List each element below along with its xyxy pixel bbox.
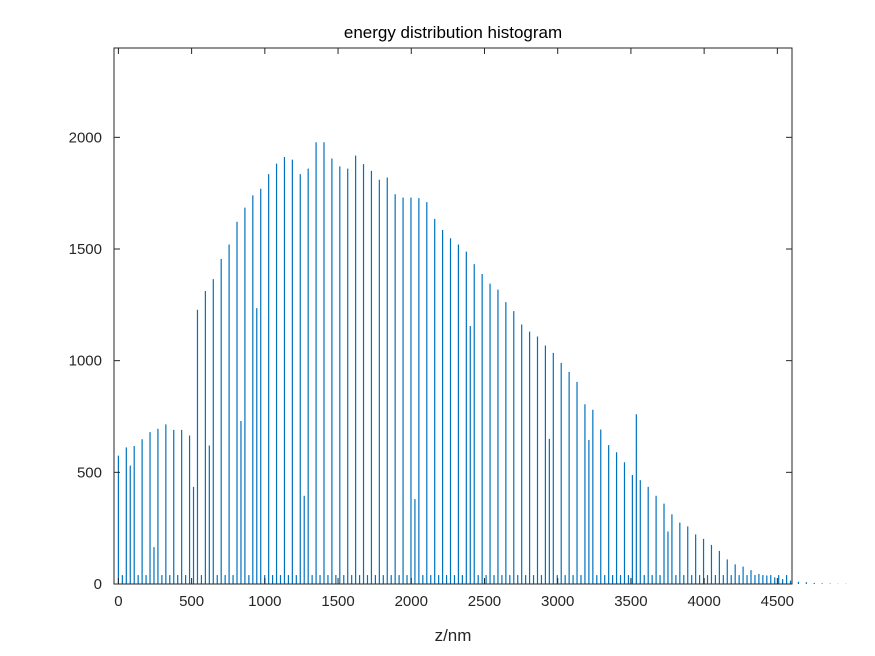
x-ticks-group: 0 500 1000 1500 2000 2500 3000 3500 4000 4500 <box>114 48 794 610</box>
plot-area-border <box>113 47 793 585</box>
plot-area-background <box>114 48 792 584</box>
x-tick-label: 3000 <box>541 593 574 610</box>
x-tick-label: 1000 <box>248 593 281 610</box>
y-ticks-group: 0 500 1000 1500 2000 <box>69 129 792 593</box>
x-tick-label: 4500 <box>761 593 794 610</box>
x-tick-label: 4000 <box>687 593 720 610</box>
y-tick-label: 500 <box>77 464 102 481</box>
bars-group <box>117 142 847 584</box>
x-tick-label: 0 <box>114 593 122 610</box>
x-tick-label: 2500 <box>468 593 501 610</box>
x-tick-label: 2000 <box>395 593 428 610</box>
y-tick-label: 0 <box>94 576 102 593</box>
x-tick-label: 3500 <box>614 593 647 610</box>
y-tick-label: 2000 <box>69 129 102 146</box>
y-tick-label: 1000 <box>69 353 102 370</box>
x-axis-label: z/nm <box>435 626 472 645</box>
y-tick-label: 1500 <box>69 241 102 258</box>
x-tick-label: 1500 <box>321 593 354 610</box>
x-tick-label: 500 <box>179 593 204 610</box>
chart-title: energy distribution histogram <box>344 23 562 42</box>
